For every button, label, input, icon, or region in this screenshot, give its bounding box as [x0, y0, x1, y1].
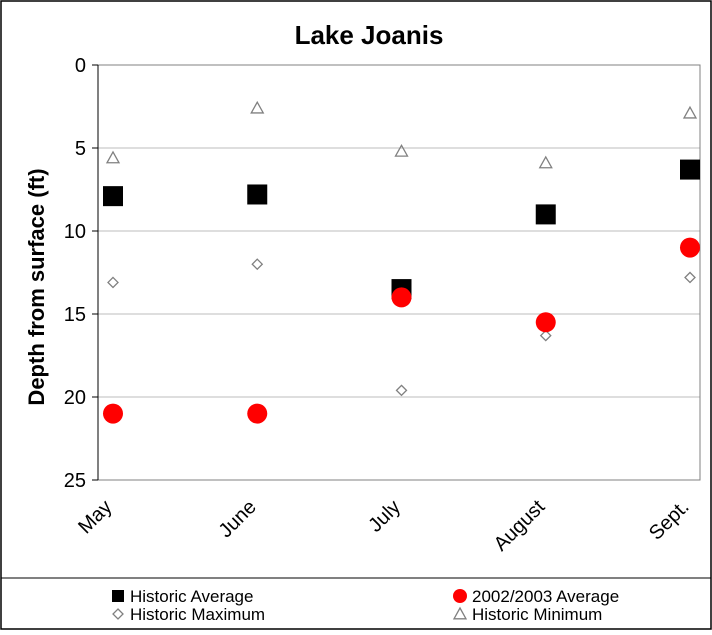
series-diamond-open	[107, 258, 696, 397]
series-circle	[103, 237, 700, 424]
data-point	[391, 287, 412, 308]
data-point	[680, 237, 700, 258]
data-point	[394, 143, 409, 157]
legend-swatch	[452, 606, 468, 620]
y-tick-label: 15	[64, 304, 86, 326]
legend-swatch	[112, 590, 124, 602]
legend-label: Historic Average	[130, 587, 253, 606]
series-triangle-open	[105, 100, 698, 169]
legend-label: 2002/2003 Average	[472, 587, 619, 606]
data-point	[247, 184, 268, 205]
data-point	[535, 204, 556, 225]
data-point	[539, 329, 552, 342]
legend-item: Historic Maximum	[112, 605, 265, 624]
legend-item: Historic Average	[112, 587, 253, 606]
y-tick-label: 5	[75, 138, 86, 160]
data-point	[105, 150, 121, 164]
legend-label: Historic Maximum	[130, 605, 265, 624]
legend-item: 2002/2003 Average	[453, 587, 619, 606]
y-axis-ticks: 0 5 10 15 20 25	[64, 55, 99, 492]
y-tick-label: 0	[75, 55, 86, 77]
data-point	[103, 186, 123, 207]
data-point	[251, 258, 264, 271]
data-point	[395, 384, 408, 397]
data-point	[538, 155, 553, 169]
y-tick-label: 10	[64, 221, 86, 243]
data-point	[535, 312, 556, 333]
data-point	[107, 276, 119, 289]
legend-swatch	[112, 608, 124, 620]
data-points	[103, 100, 700, 424]
data-point	[247, 403, 268, 424]
y-axis-label: Depth from surface (ft)	[24, 168, 49, 405]
legend-label: Historic Minimum	[472, 605, 602, 624]
chart-title: Lake Joanis	[295, 20, 444, 50]
data-point	[682, 105, 698, 119]
legend: Historic Average 2002/2003 AverageHistori…	[112, 587, 619, 624]
data-point	[103, 403, 123, 424]
data-point	[250, 100, 265, 114]
data-point	[680, 159, 700, 180]
data-point	[684, 271, 696, 284]
legend-item: Historic Minimum	[452, 605, 602, 624]
legend-swatch	[453, 589, 467, 603]
grid-lines	[98, 147, 700, 398]
y-tick-label: 20	[64, 387, 86, 409]
y-tick-label: 25	[64, 470, 86, 492]
